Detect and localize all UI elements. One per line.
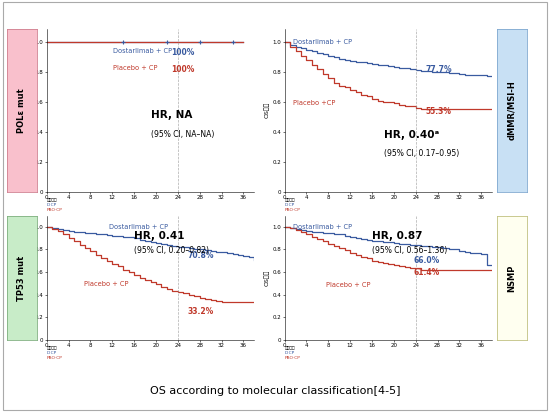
Text: D·CP: D·CP [285,351,295,355]
Y-axis label: OS概率: OS概率 [26,102,32,118]
Text: 投与例数: 投与例数 [285,346,295,350]
Text: POLε mut: POLε mut [17,88,26,133]
Text: Dostarlimab + CP: Dostarlimab + CP [293,39,352,44]
Text: 100%: 100% [172,65,195,74]
Text: (95% CI, 0.20–0.82): (95% CI, 0.20–0.82) [134,246,209,255]
Text: HR, 0.40ᵃ: HR, 0.40ᵃ [384,130,439,140]
Y-axis label: Probability of OS: Probability of OS [27,252,32,304]
Y-axis label: OS概率: OS概率 [264,102,270,118]
Y-axis label: OS概率: OS概率 [264,270,270,286]
Text: 100%: 100% [172,48,195,57]
Text: HR, 0.87: HR, 0.87 [372,231,422,241]
Text: 77.7%: 77.7% [426,65,453,74]
Text: D·CP: D·CP [47,351,57,355]
Text: Placebo + CP: Placebo + CP [326,282,371,288]
Text: PBO·CP: PBO·CP [285,208,300,212]
Text: 55.3%: 55.3% [426,107,452,116]
Text: 投与例数: 投与例数 [285,198,295,202]
Text: Placebo + CP: Placebo + CP [113,65,158,70]
Text: 61.4%: 61.4% [414,268,439,277]
Text: OS according to molecular classification[4-5]: OS according to molecular classification… [150,386,400,396]
Text: 70.8%: 70.8% [188,251,214,260]
Text: NSMP: NSMP [507,265,516,292]
Text: 投与例数: 投与例数 [47,346,57,350]
Text: PBO·CP: PBO·CP [47,356,63,360]
Text: TP53 mut: TP53 mut [17,255,26,301]
Text: Placebo + CP: Placebo + CP [84,281,129,287]
Text: Dostarlimab + CP: Dostarlimab + CP [113,48,172,54]
Text: HR, 0.41: HR, 0.41 [134,231,184,241]
Text: PBO·CP: PBO·CP [47,208,63,212]
Text: PBO·CP: PBO·CP [285,356,300,360]
Text: (95% CI, 0.56–1.36): (95% CI, 0.56–1.36) [372,246,447,255]
Text: 66.0%: 66.0% [414,256,439,265]
Text: HR, NA: HR, NA [151,110,192,120]
Text: Placebo +CP: Placebo +CP [293,101,336,106]
Text: (95% CI, 0.17–0.95): (95% CI, 0.17–0.95) [384,149,460,158]
Text: Dostarlimab + CP: Dostarlimab + CP [109,224,168,230]
Text: (95% CI, NA–NA): (95% CI, NA–NA) [151,130,214,139]
Text: dMMR/MSI-H: dMMR/MSI-H [507,80,516,140]
Text: Dostarlimab + CP: Dostarlimab + CP [293,224,352,230]
Text: D·CP: D·CP [285,203,295,207]
Text: D·CP: D·CP [47,203,57,207]
Text: 33.2%: 33.2% [188,307,214,316]
Text: 投与例数: 投与例数 [47,198,57,202]
